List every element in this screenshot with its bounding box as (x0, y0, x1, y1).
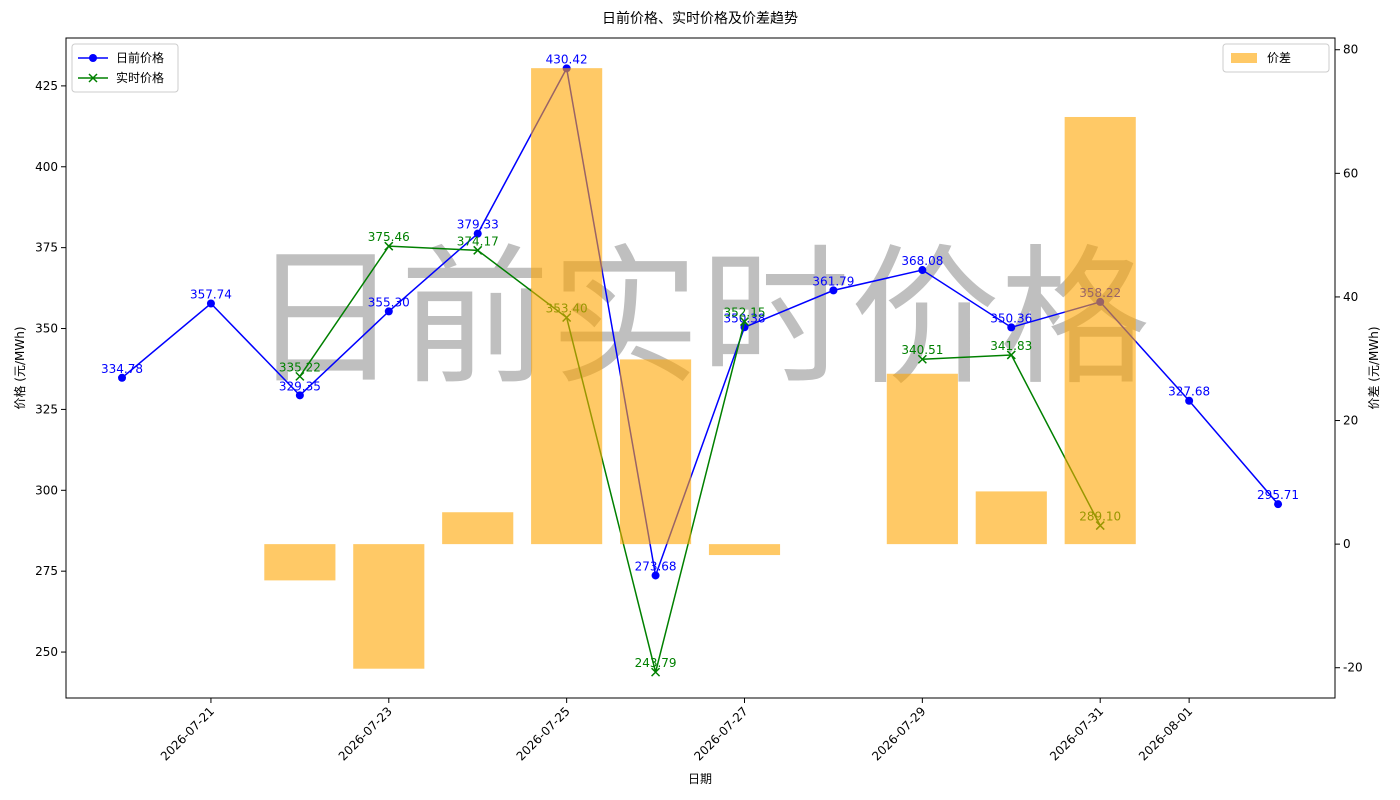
value-label: 352.15 (724, 306, 766, 320)
value-label: 355.30 (368, 295, 410, 309)
legend-label: 价差 (1267, 51, 1291, 65)
y-tick-label: 300 (35, 483, 58, 497)
bar (264, 544, 336, 581)
value-label: 329.35 (279, 379, 321, 393)
value-label: 379.33 (457, 218, 499, 232)
bar (1064, 116, 1136, 545)
x-tick-label: 2026-07-23 (336, 704, 395, 763)
marker (918, 266, 927, 275)
marker (473, 229, 482, 238)
y2-axis-label: 价差 (元/MWh) (1367, 326, 1381, 409)
marker (118, 373, 127, 382)
value-label: 375.46 (368, 230, 410, 244)
marker (1006, 350, 1016, 360)
y2-tick-label: 80 (1343, 43, 1358, 57)
legend-box (71, 43, 179, 93)
plot-frame (65, 37, 1336, 699)
bar (442, 512, 514, 545)
bar (975, 491, 1047, 545)
value-label: 357.74 (190, 287, 232, 301)
legend-label: 实时价格 (116, 70, 164, 85)
bar (531, 68, 603, 545)
marker (829, 286, 838, 295)
legend-marker (88, 73, 98, 83)
marker (917, 354, 927, 364)
marker (384, 307, 393, 316)
legend-marker (89, 54, 97, 62)
x-tick-label: 2026-07-21 (158, 704, 217, 763)
y-tick-label: 400 (35, 160, 58, 174)
bar (353, 544, 425, 669)
y2-tick-label: 0 (1343, 537, 1351, 551)
x-tick-label: 2026-07-25 (514, 704, 573, 763)
marker (651, 571, 660, 580)
value-label: 295.71 (1257, 488, 1299, 502)
x-axis-label: 日期 (688, 772, 712, 786)
x-tick-label: 2026-07-31 (1047, 704, 1106, 763)
y-tick-label: 350 (35, 322, 58, 336)
marker (295, 371, 305, 381)
value-label: 350.36 (990, 311, 1032, 325)
y2-tick-label: 20 (1343, 414, 1358, 428)
marker (739, 317, 750, 327)
marker (295, 391, 304, 400)
y2-tick-label: 40 (1343, 290, 1358, 304)
y-tick-label: 425 (35, 79, 58, 93)
bar (620, 359, 692, 545)
legend-label: 日前价格 (116, 50, 164, 65)
y2-tick-label: -20 (1343, 661, 1363, 675)
value-label: 340.51 (901, 343, 943, 357)
x-tick-label: 2026-07-29 (869, 704, 928, 763)
x-tick-label: 2026-08-01 (1136, 704, 1195, 763)
legend-swatch (1231, 53, 1257, 63)
value-label: 335.22 (279, 360, 321, 374)
value-label: 273.68 (635, 559, 677, 573)
y-axis-label: 价格 (元/MWh) (12, 326, 27, 409)
y-tick-label: 375 (35, 241, 58, 255)
marker (651, 667, 661, 677)
bar (886, 373, 958, 545)
value-label: 374.17 (457, 234, 499, 248)
y-tick-label: 325 (35, 402, 58, 416)
value-label: 341.83 (990, 339, 1032, 353)
x-tick-label: 2026-07-27 (691, 704, 750, 763)
legend-box (1222, 43, 1330, 73)
marker (1007, 323, 1016, 332)
value-label: 350.38 (724, 311, 766, 325)
marker (473, 245, 483, 255)
y2-tick-label: 60 (1343, 166, 1358, 180)
marker (1185, 396, 1194, 405)
y-tick-label: 250 (35, 645, 58, 659)
marker (206, 299, 215, 308)
value-label: 361.79 (812, 274, 854, 288)
chart-title: 日前价格、实时价格及价差趋势 (602, 10, 798, 27)
value-label: 327.68 (1168, 385, 1210, 399)
bar (708, 544, 781, 556)
y-tick-label: 275 (35, 564, 58, 578)
value-label: 243.79 (635, 656, 677, 670)
marker (1274, 500, 1283, 509)
value-label: 334.78 (101, 362, 143, 376)
value-label: 430.42 (546, 52, 588, 66)
value-label: 368.08 (901, 254, 943, 268)
watermark: 日前实时价格 (250, 232, 1150, 406)
marker (384, 241, 394, 251)
